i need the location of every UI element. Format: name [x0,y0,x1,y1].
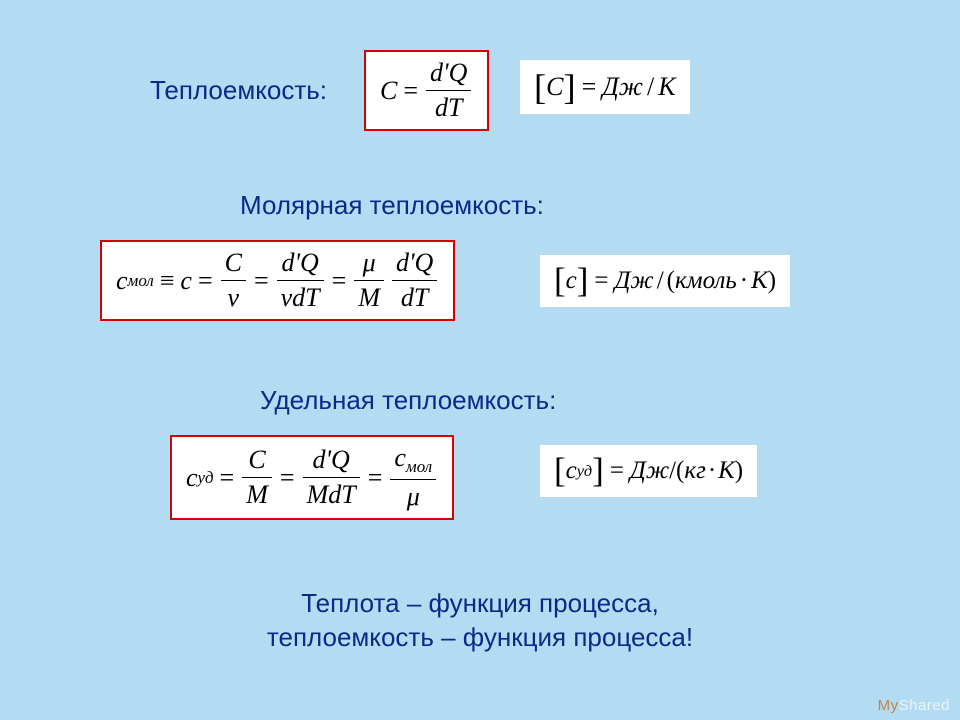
lbrack: [ [534,66,546,108]
units-specific: [ cуд ] = Дж / ( кг · К ) [540,445,757,497]
K3: К [718,457,735,485]
kg3: кг [684,457,705,485]
sym-eq2: = [582,72,597,102]
label-molar: Молярная теплоемкость: [240,190,544,221]
num-cmol: c [394,443,406,472]
den-M3: M [242,480,272,510]
eq-a: = [198,266,213,296]
K2: К [751,267,768,295]
eq-c: = [332,266,347,296]
kmol: кмоль [675,267,737,295]
dot2: · [740,267,748,295]
eq-s3: = [368,463,383,493]
eq-u3: = [610,457,624,485]
formula-molar: cмол ≡ c = C ν = d'Q νdT = μ M d'Q dT [100,240,455,321]
frac-dQ-nudT: d'Q νdT [277,248,324,313]
label-specific: Удельная теплоемкость: [260,385,556,416]
frac-C-M: C M [242,445,272,510]
frac-dQ-dT: d'Q dT [426,58,471,123]
watermark-shared: Shared [899,697,950,714]
J2: Дж [615,267,654,295]
dot3: · [708,457,716,485]
formula-heat-capacity: C = d'Q dT [364,50,489,131]
c-u3: c [566,457,577,485]
frac-dQ-dT2: d'Q dT [392,248,437,313]
unit-K: К [658,72,675,102]
frac-C-nu: C ν [221,248,246,313]
units-heat-capacity: [ C ] = Дж / К [520,60,690,114]
eq-u2: = [594,267,608,295]
label-heat-capacity: Теплоемкость: [150,75,327,106]
frac-cmol-mu: cмол μ [390,443,436,512]
eq-b: = [254,266,269,296]
c-mol: c [116,266,128,296]
sub-u3: уд [577,462,592,481]
den-dT4: dT [328,480,355,509]
slash: / [647,72,654,102]
c-plain: c [180,266,192,296]
num-dQ4: d'Q [308,445,353,475]
frac-dQ-MdT: d'Q MdT [303,445,360,510]
sym-C: C [380,76,397,106]
den-M: M [354,283,384,313]
num-dQ3: d'Q [392,248,437,278]
num-C: C [221,248,246,278]
lp2: ( [667,267,675,295]
rb2: ] [577,261,589,301]
num-C3: C [244,445,269,475]
lb3: [ [554,451,566,491]
note-line1: Теплота – функция процесса, [0,588,960,619]
frac-mu-M: μ M [354,248,384,313]
watermark: MyShared [878,697,950,714]
equiv: ≡ [160,266,175,296]
note-line2: теплоемкость – функция процесса! [0,622,960,653]
sl2: / [657,267,664,295]
num-dQ: d'Q [430,58,467,87]
formula-specific: cуд = C M = d'Q MdT = cмол μ [170,435,454,520]
sub-mol: мол [128,271,154,291]
c-sp: c [186,463,198,493]
watermark-my: My [878,697,899,714]
uc2: c [566,267,577,295]
rp3: ) [735,457,743,485]
units-molar: [ c ] = Дж / ( кмоль · К ) [540,255,790,307]
den-dT: dT [435,93,462,122]
eq-s2: = [280,463,295,493]
rp2: ) [768,267,776,295]
num-cmolsub: мол [406,457,432,476]
rbrack: ] [563,66,575,108]
num-mu: μ [359,248,380,278]
den-nu2: ν [281,283,293,312]
num-dQ2: d'Q [277,248,322,278]
eq-s1: = [220,463,235,493]
sym-eq: = [403,76,418,106]
lb2: [ [554,261,566,301]
den-mu: μ [403,482,424,512]
unit-J: Дж [602,72,643,102]
sl3: / [669,457,676,485]
den-dT2: dT [292,283,319,312]
rb3: ] [592,451,604,491]
lp3: ( [676,457,684,485]
sub-sp: уд [198,468,214,488]
den-dT3: dT [397,283,432,313]
den-M4: M [307,480,329,509]
den-nu: ν [224,283,244,313]
unit-C: C [546,72,563,102]
J3: Дж [630,457,669,485]
